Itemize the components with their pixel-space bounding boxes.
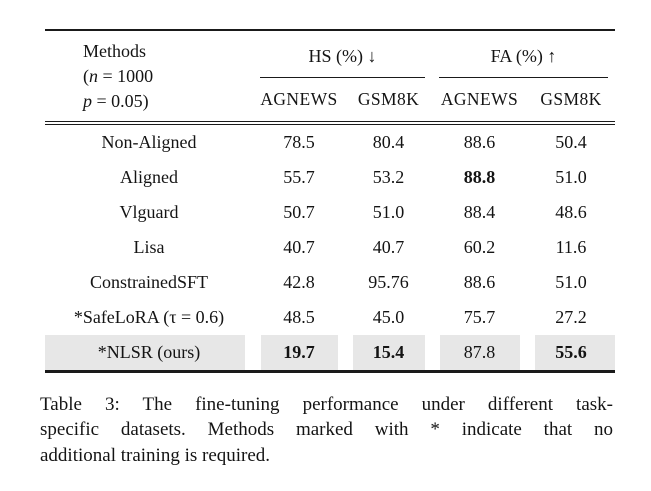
value-cell-best: 88.8: [463, 167, 496, 187]
value-cell: 51.0: [555, 167, 587, 187]
value-cell: 40.7: [372, 237, 405, 257]
value-cell: 50.4: [555, 132, 587, 152]
value-cell: 88.6: [463, 272, 496, 292]
table-row-aligned: Aligned 55.7 53.2 88.8 51.0: [45, 160, 615, 195]
value-cell: 40.7: [283, 237, 315, 257]
method-cell: Non-Aligned: [101, 132, 197, 152]
value-cell: 51.0: [372, 202, 405, 222]
math-var-n: n: [89, 65, 98, 86]
group-header-row: Methods (n = 1000 p = 0.05) HS (%) ↓ FA …: [45, 30, 615, 125]
subheader-hs-gsm8k: GSM8K: [345, 78, 432, 125]
method-cell: Vlguard: [119, 202, 179, 222]
value-cell: 55.7: [283, 167, 315, 187]
value-cell-best: 15.4: [345, 335, 432, 373]
paren-open: (: [83, 65, 89, 86]
value-cell: 51.0: [555, 272, 587, 292]
table-caption: Table 3: The fine-tuning performance und…: [40, 392, 613, 468]
table-row-vlguard: Vlguard 50.7 51.0 88.4 48.6: [45, 195, 615, 230]
value-cell: 42.8: [283, 272, 315, 292]
methods-param-n: (n = 1000: [83, 64, 253, 89]
methods-column-header: Methods (n = 1000 p = 0.05): [45, 30, 253, 125]
value-cell: 48.6: [555, 202, 587, 222]
table-row-constrainedsft: ConstrainedSFT 42.8 95.76 88.6 51.0: [45, 265, 615, 300]
value-cell: 80.4: [372, 132, 405, 152]
value-cell: 27.2: [555, 307, 587, 327]
fa-label-with-up-arrow-icon: FA (%) ↑: [439, 31, 609, 78]
results-table: Methods (n = 1000 p = 0.05) HS (%) ↓ FA …: [45, 29, 616, 373]
methods-param-p: p = 0.05): [83, 89, 253, 114]
caption-line-2: specific datasets. Methods marked with *…: [40, 419, 613, 441]
subheader-hs-agnews: AGNEWS: [253, 78, 345, 125]
table-row-non-aligned: Non-Aligned 78.5 80.4 88.6 50.4: [45, 123, 615, 160]
value-cell: 88.4: [463, 202, 496, 222]
caption-line-1: Table 3: The fine-tuning performance und…: [40, 394, 613, 415]
value-cell: 11.6: [555, 237, 587, 257]
group-header-hs: HS (%) ↓: [253, 30, 432, 78]
value-cell: 48.5: [283, 307, 315, 327]
value-cell: 88.6: [463, 132, 496, 152]
table-3-container: Methods (n = 1000 p = 0.05) HS (%) ↓ FA …: [45, 29, 616, 373]
value-cell: 78.5: [283, 132, 315, 152]
value-cell-best: 55.6: [527, 335, 616, 373]
value-cell: 95.76: [368, 272, 409, 292]
n-value: = 1000: [98, 65, 154, 86]
method-cell: ConstrainedSFT: [89, 272, 208, 292]
subheader-fa-agnews: AGNEWS: [432, 78, 527, 125]
table-row-safelora: *SafeLoRA (τ = 0.6) 48.5 45.0 75.7 27.2: [45, 300, 615, 335]
hs-label-with-down-arrow-icon: HS (%) ↓: [260, 31, 425, 78]
table-row-nlsr-highlighted: *NLSR (ours) 19.7 15.4 87.8 55.6: [45, 335, 616, 373]
value-cell: 75.7: [463, 307, 496, 327]
value-cell: 45.0: [372, 307, 405, 327]
value-cell: 87.8: [432, 335, 527, 373]
caption-line-3: additional training is required.: [40, 444, 271, 466]
value-cell: 60.2: [463, 237, 496, 257]
math-var-p: p: [83, 90, 92, 111]
group-header-fa: FA (%) ↑: [432, 30, 615, 78]
method-cell: Aligned: [120, 167, 178, 187]
method-cell: *SafeLoRA (τ = 0.6): [73, 307, 225, 327]
subheader-fa-gsm8k: GSM8K: [527, 78, 616, 125]
p-value: = 0.05): [92, 90, 149, 111]
table-row-lisa: Lisa 40.7 40.7 60.2 11.6: [45, 230, 615, 265]
value-cell: 53.2: [372, 167, 405, 187]
value-cell-best: 19.7: [253, 335, 345, 373]
subheader-row: AGNEWS GSM8K AGNEWS GSM8K: [45, 78, 616, 125]
method-cell: Lisa: [133, 237, 165, 257]
value-cell: 50.7: [283, 202, 315, 222]
method-cell: *NLSR (ours): [45, 335, 253, 373]
methods-title: Methods: [83, 40, 146, 61]
